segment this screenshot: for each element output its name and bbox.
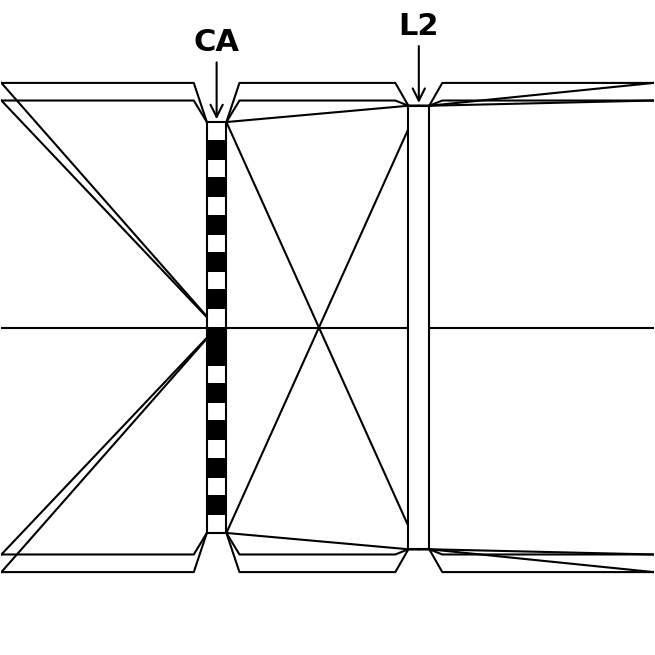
Bar [208,160,226,178]
Text: CA: CA [194,28,240,117]
Bar [208,477,226,495]
Text: L2: L2 [398,12,439,101]
Bar [208,515,226,533]
Bar [208,403,226,421]
Bar [208,309,226,327]
Bar [208,122,226,140]
Bar [208,272,226,290]
Bar [207,122,227,533]
Bar [207,122,227,533]
Bar [408,105,429,550]
Bar [208,234,226,252]
Bar [208,440,226,458]
Bar [208,197,226,215]
Bar [208,365,226,383]
